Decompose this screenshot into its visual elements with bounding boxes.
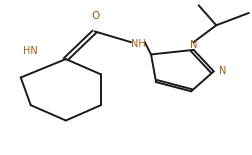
Text: HN: HN (23, 46, 38, 56)
Text: O: O (92, 11, 100, 21)
Text: NH: NH (131, 39, 146, 49)
Text: N: N (190, 40, 197, 50)
Text: N: N (219, 66, 226, 76)
